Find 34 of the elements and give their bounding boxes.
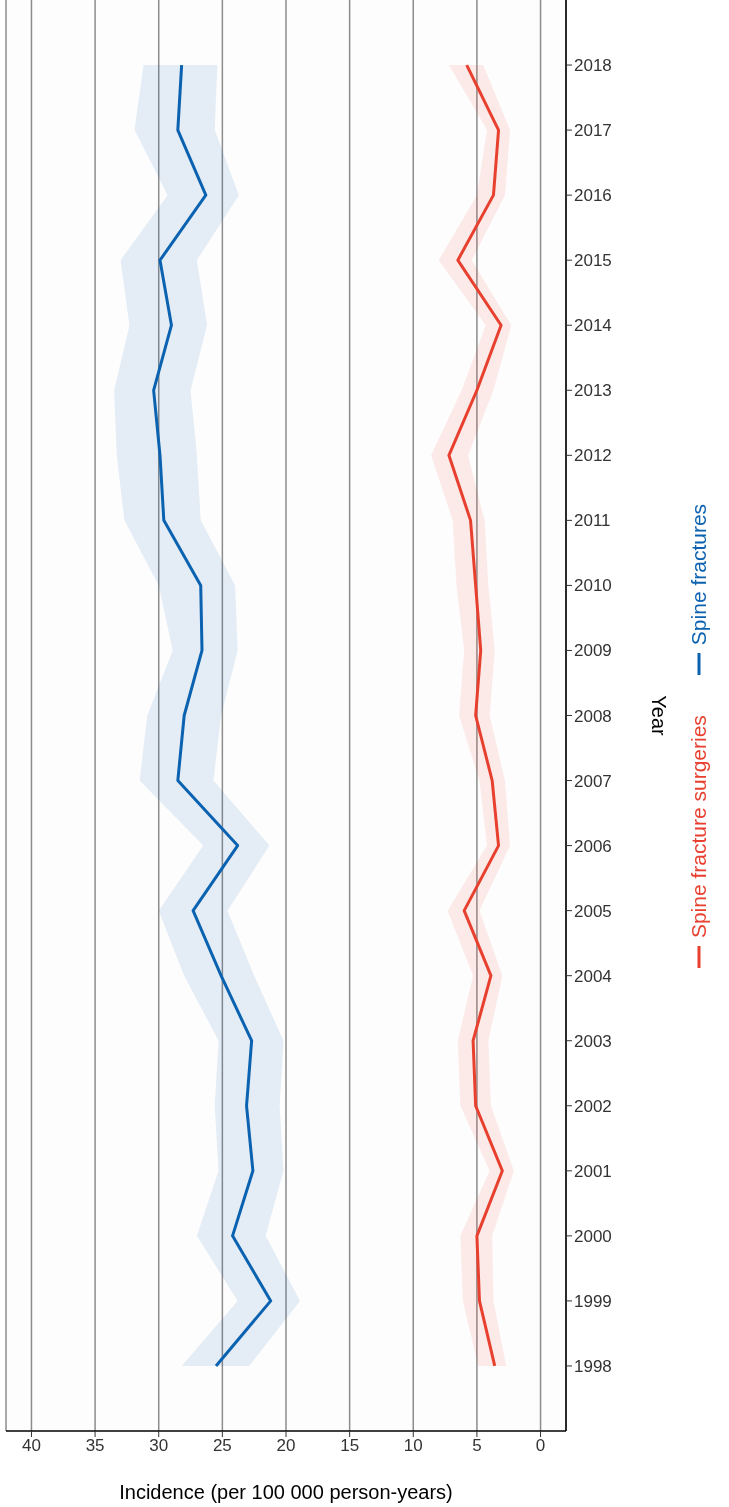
y-tick-label: 2012: [574, 446, 612, 466]
y-tick-label: 2010: [574, 576, 612, 596]
y-tick-label: 1999: [574, 1291, 612, 1311]
x-tick-label: 10: [403, 1436, 423, 1456]
y-tick-label: 2004: [574, 966, 612, 986]
y-tick-label: 2016: [574, 186, 612, 206]
y-tick-label: 2006: [574, 836, 612, 856]
y-tick-label: 2001: [574, 1161, 612, 1181]
y-tick-label: 2003: [574, 1031, 612, 1051]
y-tick-label: 2008: [574, 706, 612, 726]
x-tick-label: 35: [85, 1436, 105, 1456]
y-tick-label: 1998: [574, 1356, 612, 1376]
y-tick-label: 2018: [574, 56, 612, 76]
x-tick-label: 5: [472, 1436, 482, 1456]
x-tick-label: 0: [535, 1436, 546, 1456]
y-tick-label: 2013: [574, 381, 612, 401]
x-axis-title: Incidence (per 100 000 person-years): [119, 1481, 453, 1503]
y-tick-label: 2011: [574, 511, 611, 531]
x-tick-label: 15: [340, 1436, 360, 1456]
y-axis-title: Year: [647, 695, 670, 737]
y-tick-label: 2014: [574, 316, 612, 336]
y-tick-label: 2017: [574, 121, 612, 141]
y-tick-label: 2007: [574, 771, 612, 791]
text: Spine fracture surgeries: [687, 714, 711, 938]
x-tick-label: 30: [149, 1436, 169, 1456]
x-tick-label: 40: [21, 1436, 41, 1456]
y-tick-label: 2002: [574, 1096, 612, 1116]
y-tick-label: 2015: [574, 251, 612, 271]
x-tick-label: 25: [212, 1436, 232, 1456]
y-tick-label: 2005: [574, 901, 612, 921]
x-tick-label: 20: [276, 1436, 296, 1456]
text: Spine fractures: [687, 503, 711, 645]
y-tick-label: 2000: [574, 1226, 612, 1246]
y-tick-label: 2009: [574, 641, 612, 661]
